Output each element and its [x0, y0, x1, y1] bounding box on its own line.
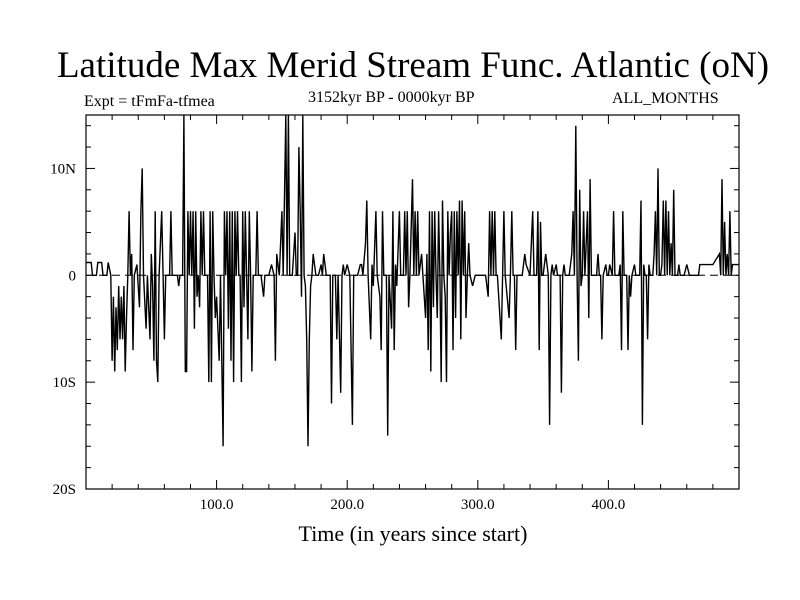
x-tick-label: 200.0 [330, 497, 364, 513]
y-tick-label: 0 [69, 268, 77, 284]
months-label: ALL_MONTHS [612, 90, 719, 107]
x-axis-label: Time (in years since start) [298, 521, 528, 546]
x-tick-label: 300.0 [461, 497, 495, 513]
plot-frame [85, 114, 740, 490]
period-label: 3152kyr BP - 0000kyr BP [308, 89, 475, 106]
experiment-label: Expt = tFmFa-tfmea [84, 93, 215, 110]
chart-title: Latitude Max Merid Stream Func. Atlantic… [56, 45, 770, 86]
y-tick-label: 20S [53, 482, 76, 498]
y-tick-label: 10N [50, 161, 76, 177]
x-tick-label: 400.0 [592, 497, 626, 513]
y-tick-label: 10S [53, 375, 76, 391]
x-axis-ticks: 100.0 200.0 300.0 400.0 [111, 115, 714, 513]
series-line [86, 114, 739, 447]
x-tick-label: 100.0 [200, 497, 234, 513]
y-axis-ticks: 10N 0 10S 20S [50, 125, 739, 498]
